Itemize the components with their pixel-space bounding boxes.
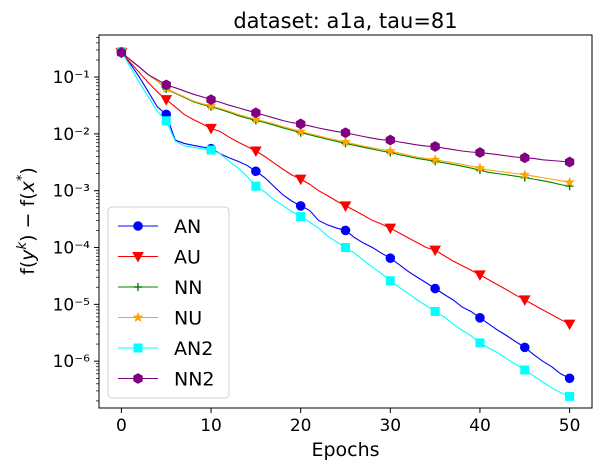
x-tick-label: 40 <box>469 416 491 436</box>
legend-label: NN <box>174 277 202 299</box>
series-nn2 <box>116 47 575 168</box>
data-point-au <box>518 295 531 306</box>
legend-label: NN2 <box>174 369 215 391</box>
legend-marker <box>133 221 143 231</box>
data-point-au <box>160 95 173 106</box>
series-au <box>115 48 576 331</box>
x-tick-label: 10 <box>200 416 222 436</box>
data-point-an <box>564 373 575 384</box>
legend-item-nn: NN <box>118 277 202 299</box>
data-point-an <box>475 313 485 323</box>
data-point-au <box>205 123 217 135</box>
data-point-nu <box>340 136 351 147</box>
legend-item-au: AU <box>118 247 201 269</box>
data-point-an <box>295 201 306 211</box>
series-layer <box>115 46 576 401</box>
data-point-an2 <box>341 243 350 253</box>
series-line-nn <box>121 52 570 187</box>
data-point-an2 <box>206 145 216 155</box>
x-tick-label: 50 <box>559 416 581 436</box>
data-point-an <box>251 166 261 177</box>
data-point-nu <box>429 154 441 165</box>
data-point-an2 <box>430 306 440 316</box>
y-tick-label: 10⁻⁴ <box>53 239 91 259</box>
legend-marker <box>133 373 143 384</box>
legend-item-nn2: NN2 <box>118 369 215 391</box>
legend-item-an: AN <box>118 216 201 238</box>
data-point-nn2 <box>385 134 395 146</box>
data-point-nu <box>474 162 486 173</box>
legend-item-nu: NU <box>118 308 202 330</box>
legend-label: AN2 <box>174 338 213 360</box>
data-point-an2 <box>296 212 306 222</box>
data-point-nn2 <box>116 47 127 58</box>
data-point-au <box>339 201 352 212</box>
data-point-an2 <box>385 276 395 286</box>
y-tick-label: 10⁻³ <box>53 182 90 202</box>
data-point-nn2 <box>430 141 440 152</box>
series-nu <box>115 46 576 188</box>
data-point-au <box>474 270 486 281</box>
data-point-nu <box>295 125 307 137</box>
data-point-an <box>340 225 351 236</box>
data-point-an2 <box>520 365 530 375</box>
y-tick-label: 10⁻⁵ <box>53 295 90 315</box>
legend: AN AU NN NU AN2 NN2 <box>107 206 230 399</box>
data-point-nn2 <box>296 118 306 130</box>
legend-label: NU <box>174 308 202 330</box>
data-point-au <box>384 223 397 235</box>
legend-marker <box>133 343 143 353</box>
data-point-nn2 <box>206 94 216 106</box>
x-axis: 0 10 20 30 40 50 <box>116 408 580 436</box>
plot-frame <box>98 34 593 409</box>
data-point-an2 <box>251 181 261 191</box>
series-nn <box>117 48 574 191</box>
data-point-an2 <box>161 116 171 126</box>
data-point-nu <box>564 176 576 188</box>
data-point-nn2 <box>475 147 485 158</box>
x-tick-label: 0 <box>116 416 127 436</box>
data-point-an2 <box>475 338 485 348</box>
data-point-nu <box>205 100 217 111</box>
data-point-nu <box>250 113 262 125</box>
data-point-nn2 <box>161 79 171 91</box>
data-point-nu <box>519 169 531 180</box>
legend-item-an2: AN2 <box>118 338 213 360</box>
legend-marker <box>132 252 144 263</box>
x-tick-label: 20 <box>290 416 312 436</box>
y-tick-label: 10⁻⁶ <box>53 352 91 372</box>
x-tick-label: 30 <box>379 416 401 436</box>
chart-title: dataset: a1a, tau=81 <box>233 9 457 33</box>
data-point-an <box>385 253 396 263</box>
data-point-au <box>250 146 262 158</box>
data-point-nn2 <box>251 107 261 119</box>
y-tick-label: 10⁻¹ <box>53 68 90 88</box>
legend-label: AN <box>174 216 201 238</box>
legend-marker <box>134 283 142 291</box>
legend-marker <box>132 311 144 323</box>
data-point-an <box>430 283 440 294</box>
data-point-an <box>519 342 530 353</box>
y-axis-label: f(yk) − f(x*) <box>15 167 39 275</box>
data-point-nn2 <box>520 152 530 164</box>
series-an2 <box>116 47 575 401</box>
data-point-au <box>563 319 576 331</box>
y-tick-label: 10⁻² <box>53 125 90 145</box>
legend-label: AU <box>174 247 201 269</box>
data-point-nn2 <box>340 127 351 139</box>
x-axis-label: Epochs <box>311 439 379 461</box>
data-point-au <box>429 245 441 257</box>
y-axis: 10⁻⁶ 10⁻⁵ 10⁻⁴ 10⁻³ 10⁻² 10⁻¹ <box>53 37 99 402</box>
data-point-au <box>294 174 307 186</box>
data-point-nu <box>384 145 396 156</box>
data-point-nn2 <box>564 156 575 168</box>
data-point-an2 <box>565 391 575 401</box>
